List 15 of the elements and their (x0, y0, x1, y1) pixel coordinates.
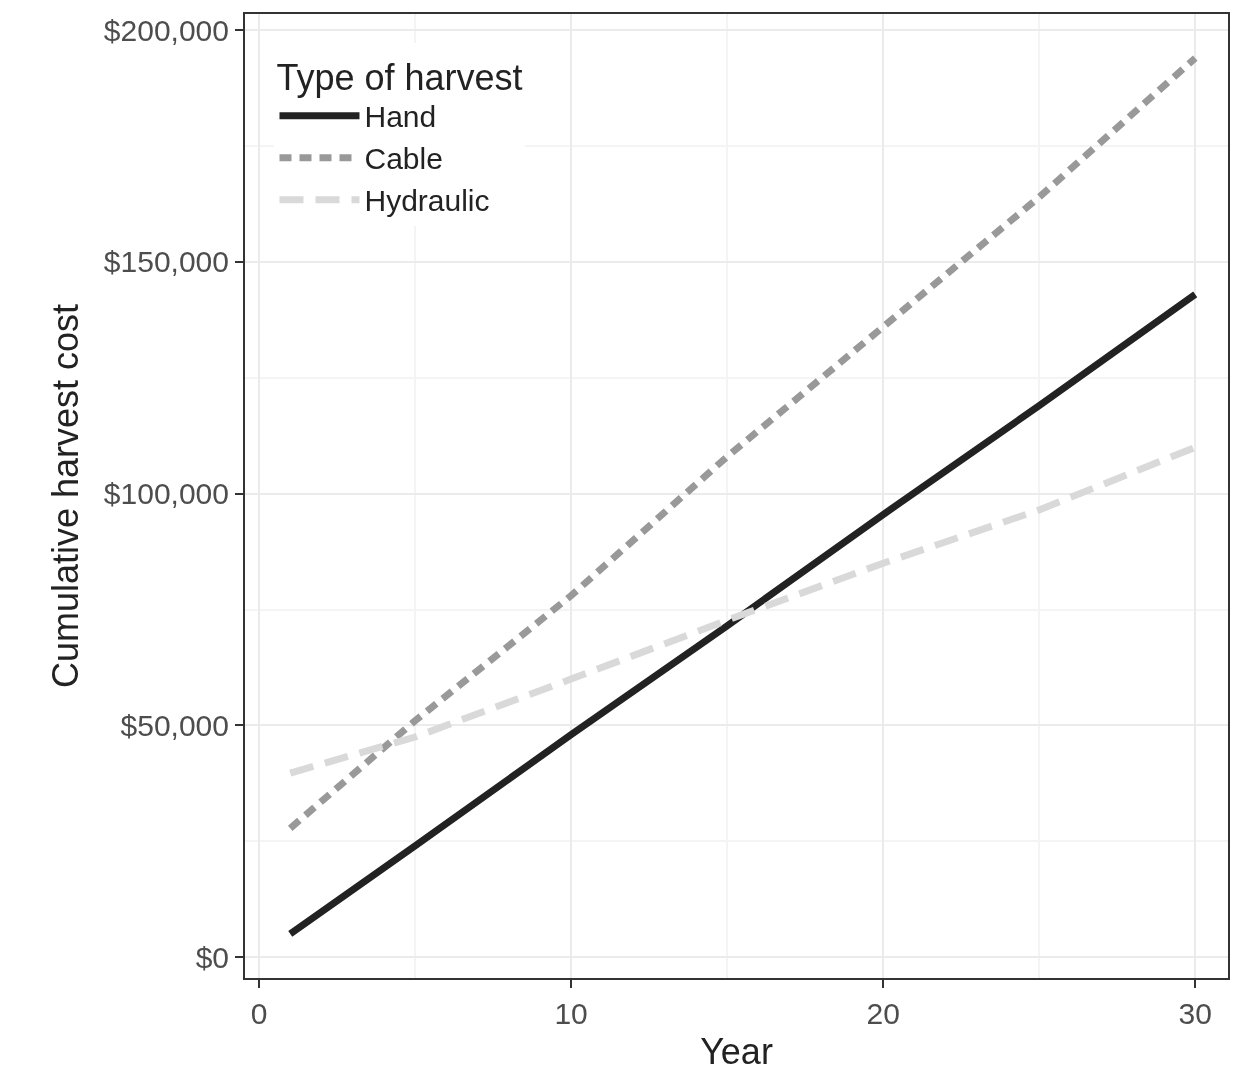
legend-label: Cable (364, 142, 443, 176)
y-tick-label: $50,000 (120, 708, 229, 742)
x-tick-label: 0 (250, 997, 268, 1030)
y-tick-label: $200,000 (103, 13, 229, 47)
legend-label: Hydraulic (364, 184, 490, 218)
legend-label: Hand (364, 100, 437, 134)
x-axis-title: Year (700, 1031, 773, 1073)
x-tick-label: 20 (866, 997, 900, 1030)
y-tick-label: $150,000 (103, 245, 229, 279)
y-tick-label: $100,000 (103, 477, 229, 511)
legend-title: Type of harvest (276, 56, 523, 98)
x-tick-label: 30 (1178, 997, 1212, 1030)
y-tick-label: $0 (195, 940, 229, 974)
x-tick-label: 10 (554, 997, 588, 1030)
y-axis-title: Cumulative harvest cost (45, 303, 87, 689)
